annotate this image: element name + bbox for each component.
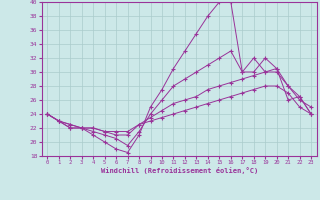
X-axis label: Windchill (Refroidissement éolien,°C): Windchill (Refroidissement éolien,°C) [100, 167, 258, 174]
